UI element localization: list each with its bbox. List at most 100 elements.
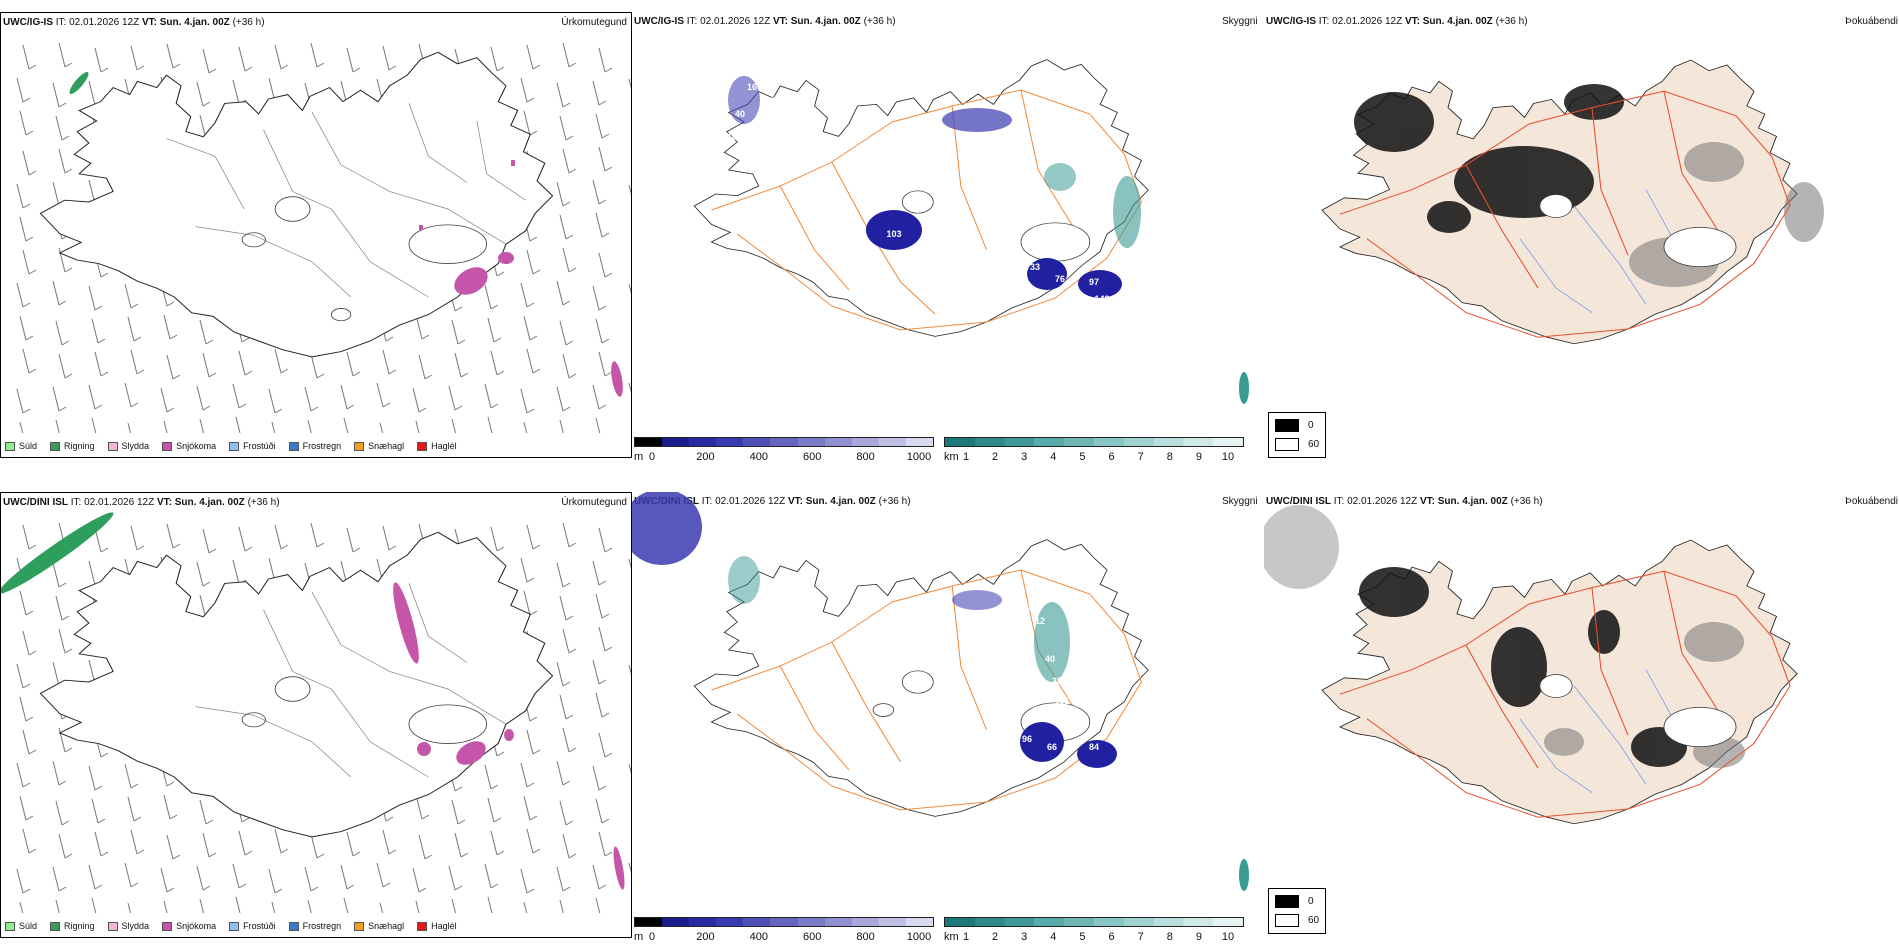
visibility-value-label: 38 bbox=[1075, 194, 1085, 204]
legend-label: Haglél bbox=[431, 441, 457, 451]
visibility-panel-top: UWC/IG-IS IT: 02.01.2026 12Z VT: Sun. 4.… bbox=[632, 12, 1264, 463]
fog-label-dark: 0 bbox=[1308, 420, 1314, 431]
colorbar-tick: 4 bbox=[1050, 931, 1057, 943]
colorbar-tick: 600 bbox=[803, 931, 822, 943]
fog-swatch-light bbox=[1275, 438, 1299, 451]
visibility-value-labels: 16 56 40 10 40 103 90 38 23 33 76 97 142 25 bbox=[727, 82, 1137, 304]
legend-label: Slydda bbox=[121, 441, 150, 451]
snow-areas bbox=[393, 582, 625, 890]
visibility-value-label: 12 bbox=[1035, 616, 1045, 626]
legend-item: Snæhagl bbox=[354, 441, 404, 451]
panel-field-name: Þokuábendi bbox=[1845, 16, 1898, 27]
legend-label: Frostúði bbox=[243, 921, 276, 931]
legend-label: Súld bbox=[19, 441, 38, 451]
panel-field-name: Skyggni bbox=[1222, 496, 1258, 507]
iceland-precip-map bbox=[1, 512, 631, 913]
legend-item: Frostregn bbox=[288, 441, 342, 451]
fog-label-light: 60 bbox=[1308, 439, 1320, 450]
iceland-visibility-map: 16 56 40 10 40 103 90 38 23 33 76 97 142 25 bbox=[693, 59, 1249, 404]
legend-swatch bbox=[288, 441, 299, 451]
colorbar-tick: 1 bbox=[962, 931, 970, 943]
fog-swatch-dark bbox=[1275, 419, 1299, 432]
colorbar-tick: 1000 bbox=[906, 931, 932, 943]
colorbar-unit: m bbox=[634, 451, 644, 463]
visibility-value-label: 142 bbox=[1094, 294, 1109, 304]
legend-swatch bbox=[417, 921, 428, 931]
visibility-value-label: 16 bbox=[1027, 602, 1037, 612]
colorbar-tick: 400 bbox=[749, 931, 768, 943]
legend-item: Súld bbox=[5, 921, 37, 931]
colorbar-swatches bbox=[944, 917, 1244, 927]
legend-item: Rigning bbox=[50, 441, 95, 451]
colorbar-bin bbox=[1034, 918, 1065, 926]
visibility-value-label: 84 bbox=[1089, 742, 1099, 752]
legend-swatch bbox=[162, 441, 173, 451]
glaciers bbox=[1539, 194, 1737, 268]
colorbar-tick: 200 bbox=[696, 451, 715, 463]
colorbar-tick: 2 bbox=[992, 931, 999, 943]
legend-swatch bbox=[107, 921, 118, 931]
legend-label: Snæhagl bbox=[368, 441, 405, 451]
colorbar-bin bbox=[1123, 918, 1154, 926]
colorbar-tick: 0 bbox=[648, 451, 656, 463]
legend-item: Súld bbox=[5, 441, 37, 451]
panel-title: UWC/IG-IS IT: 02.01.2026 12Z VT: Sun. 4.… bbox=[3, 17, 265, 28]
colorbar-tick: 200 bbox=[696, 931, 715, 943]
legend-swatch bbox=[50, 921, 61, 931]
colorbar-bin bbox=[770, 918, 798, 926]
legend-label: Rigning bbox=[64, 441, 95, 451]
panel-field-name: Úrkomutegund bbox=[561, 17, 627, 28]
colorbar-tick: 7 bbox=[1137, 931, 1144, 943]
legend-item: Frostúði bbox=[229, 921, 276, 931]
colorbar-tick: 10 bbox=[1221, 451, 1235, 463]
colorbar-bin bbox=[743, 438, 771, 446]
colorbar-swatches bbox=[634, 437, 934, 447]
colorbar-bin bbox=[797, 918, 825, 926]
colorbar-bin bbox=[797, 438, 825, 446]
colorbar-tick: 10 bbox=[1221, 931, 1235, 943]
colorbar-bin bbox=[1004, 918, 1035, 926]
colorbar-bin bbox=[878, 918, 906, 926]
fog-swatch-dark bbox=[1275, 895, 1299, 908]
legend-label: Frostregn bbox=[302, 441, 342, 451]
glaciers bbox=[241, 196, 488, 322]
visibility-panel-bottom: UWC/DINI ISL IT: 02.01.2026 12Z VT: Sun.… bbox=[632, 492, 1264, 943]
precip-type-panel-bottom: UWC/DINI ISL IT: 02.01.2026 12Z VT: Sun.… bbox=[0, 492, 632, 938]
road-network bbox=[711, 569, 1142, 811]
fog-label-light: 60 bbox=[1308, 915, 1320, 926]
iceland-fog-map bbox=[1264, 505, 1798, 825]
colorbar-tick: 8 bbox=[1166, 451, 1173, 463]
colorbar-tick: 5 bbox=[1079, 451, 1086, 463]
colorbar-unit: km bbox=[944, 931, 959, 943]
colorbar-tick: 9 bbox=[1195, 931, 1202, 943]
colorbar-bin bbox=[1153, 438, 1184, 446]
iceland-coastline bbox=[39, 51, 554, 358]
fog-index-panel-top: UWC/IG-IS IT: 02.01.2026 12Z VT: Sun. 4.… bbox=[1264, 12, 1900, 458]
colorbar-bin bbox=[662, 438, 690, 446]
colorbar-bin bbox=[635, 438, 663, 446]
legend-swatch bbox=[107, 441, 118, 451]
colorbar-bin bbox=[878, 438, 906, 446]
visibility-value-label: 90 bbox=[1012, 182, 1022, 192]
height-colorbar: m 0 200 400 600 800 1000 bbox=[634, 437, 936, 465]
fog-index-panel-bottom: UWC/DINI ISL IT: 02.01.2026 12Z VT: Sun.… bbox=[1264, 492, 1900, 938]
precip-type-panel-top: UWC/IG-IS IT: 02.01.2026 12Z VT: Sun. 4.… bbox=[0, 12, 632, 458]
legend-item: Rigning bbox=[50, 921, 95, 931]
colorbar-bin bbox=[1064, 918, 1094, 926]
colorbar-bin bbox=[1064, 438, 1094, 446]
legend-swatch bbox=[354, 921, 365, 931]
iceland-visibility-map: 16 12 40 23 101 96 66 84 bbox=[632, 492, 1249, 891]
colorbar-bin bbox=[1183, 438, 1214, 446]
precip-type-legend: Súld Rigning Slydda Snjókoma Frostúði Frostre… bbox=[5, 918, 470, 934]
colorbar-tick: 400 bbox=[749, 451, 768, 463]
legend-swatch bbox=[229, 921, 240, 931]
colorbar-bin bbox=[851, 438, 879, 446]
colorbar-bin bbox=[1093, 918, 1124, 926]
fog-swatch-light bbox=[1275, 914, 1299, 927]
colorbar-bin bbox=[1213, 438, 1243, 446]
legend-item: Slydda bbox=[107, 921, 149, 931]
low-visibility-areas bbox=[728, 556, 1249, 891]
visibility-value-label: 25 bbox=[1127, 260, 1137, 270]
legend-swatch bbox=[354, 441, 365, 451]
colorbar-tick: 8 bbox=[1166, 931, 1173, 943]
